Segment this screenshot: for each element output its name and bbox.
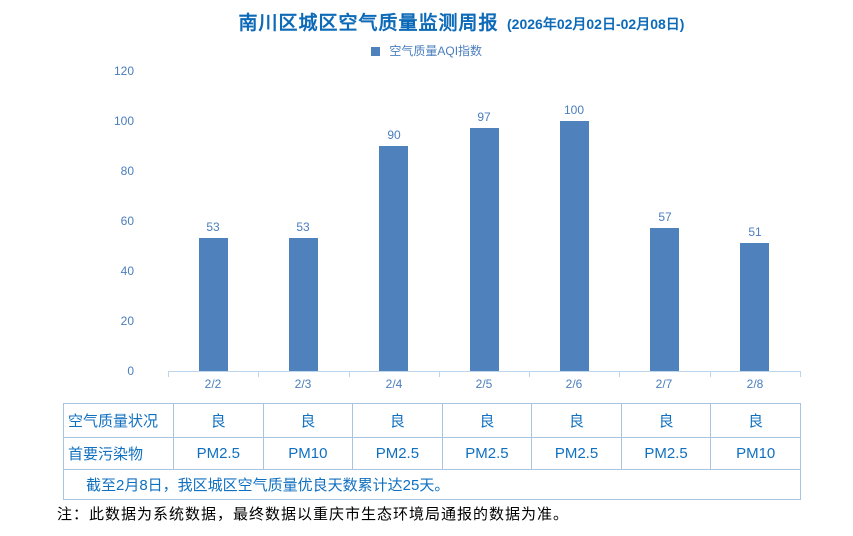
x-axis-tick-mark xyxy=(619,372,620,377)
report-title: 南川区城区空气质量监测周报 xyxy=(238,13,499,34)
table-cell: PM2.5 xyxy=(352,437,443,470)
bar-value-label: 100 xyxy=(563,103,585,117)
x-axis-tick-mark xyxy=(439,372,440,377)
summary-text: 截至2月8日，我区城区空气质量优良天数累计达25天。 xyxy=(63,469,801,500)
chart-legend: 空气质量AQI指数 xyxy=(0,45,853,57)
bar-value-label: 97 xyxy=(477,110,491,124)
x-axis-tick-mark xyxy=(800,372,801,377)
table-row: 空气质量状况良良良良良良良 xyxy=(63,403,801,438)
y-axis-tick-label: 20 xyxy=(120,314,134,328)
aqi-bar-2-2 xyxy=(199,238,228,371)
aqi-bar-2-3 xyxy=(289,238,318,371)
x-axis-category-label: 2/8 xyxy=(746,377,764,391)
aqi-bar-2-6 xyxy=(560,121,589,371)
table-cell: 良 xyxy=(352,403,443,438)
bar-value-label: 53 xyxy=(206,220,220,234)
x-axis-category-label: 2/5 xyxy=(475,377,493,391)
table-summary-row: 截至2月8日，我区城区空气质量优良天数累计达25天。 xyxy=(63,469,801,500)
x-axis-tick-mark xyxy=(258,372,259,377)
x-axis-category-label: 2/7 xyxy=(655,377,673,391)
x-axis-tick-mark xyxy=(529,372,530,377)
table-cell: 良 xyxy=(441,403,533,438)
aqi-bar-2-7 xyxy=(650,228,679,371)
bar-value-label: 57 xyxy=(658,210,672,224)
x-axis-tick-mark xyxy=(168,372,169,377)
table-cell: PM2.5 xyxy=(441,437,533,470)
bar-value-label: 90 xyxy=(387,128,401,142)
x-axis-tick-mark xyxy=(349,372,350,377)
page-title: 南川区城区空气质量监测周报 (2026年02月02日-02月08日) xyxy=(0,8,853,35)
legend-label: 空气质量AQI指数 xyxy=(389,44,483,58)
y-axis-tick-label: 80 xyxy=(120,164,134,178)
row-label: 空气质量状况 xyxy=(63,403,174,438)
table-cell: 良 xyxy=(531,403,622,438)
x-axis-category-label: 2/2 xyxy=(204,377,222,391)
table-cell: 良 xyxy=(262,403,354,438)
table-cell: PM2.5 xyxy=(531,437,622,470)
y-axis-tick-label: 100 xyxy=(113,114,134,128)
table-cell: PM10 xyxy=(262,437,354,470)
bar-value-label: 53 xyxy=(296,220,310,234)
table-cell: PM2.5 xyxy=(620,437,712,470)
air-quality-table: 空气质量状况良良良良良良良首要污染物 PM2.5 PM10 PM2.5 PM2.5 PM2… xyxy=(63,403,801,500)
table-cell: 良 xyxy=(620,403,712,438)
y-axis-tick-label: 60 xyxy=(120,214,134,228)
row-label: 首要污染物 xyxy=(63,437,174,470)
bar-value-label: 51 xyxy=(748,225,762,239)
table-cell: 良 xyxy=(710,403,801,438)
x-axis-tick-mark xyxy=(710,372,711,377)
x-axis-category-label: 2/6 xyxy=(565,377,583,391)
table-cell: PM10 xyxy=(710,437,801,470)
aqi-bar-2-5 xyxy=(470,128,499,371)
y-axis-tick-label: 120 xyxy=(113,64,134,78)
table-cell: PM2.5 xyxy=(173,437,264,470)
aqi-bar-2-4 xyxy=(379,146,408,371)
x-axis-line xyxy=(168,371,801,372)
table-row: 首要污染物 PM2.5 PM10 PM2.5 PM2.5 PM2.5 PM2.5 PM10 xyxy=(63,437,801,470)
aqi-bar-2-8 xyxy=(740,243,769,371)
legend-square-icon xyxy=(370,46,380,56)
y-axis-tick-label: 40 xyxy=(120,264,134,278)
y-axis-tick-label: 0 xyxy=(127,364,134,378)
table-cell: 良 xyxy=(173,403,264,438)
footnote: 注：此数据为系统数据，最终数据以重庆市生态环境局通报的数据为准。 xyxy=(57,506,570,523)
report-date-range: (2026年02月02日-02月08日) xyxy=(507,16,685,32)
x-axis-category-label: 2/4 xyxy=(385,377,403,391)
x-axis-category-label: 2/3 xyxy=(294,377,312,391)
